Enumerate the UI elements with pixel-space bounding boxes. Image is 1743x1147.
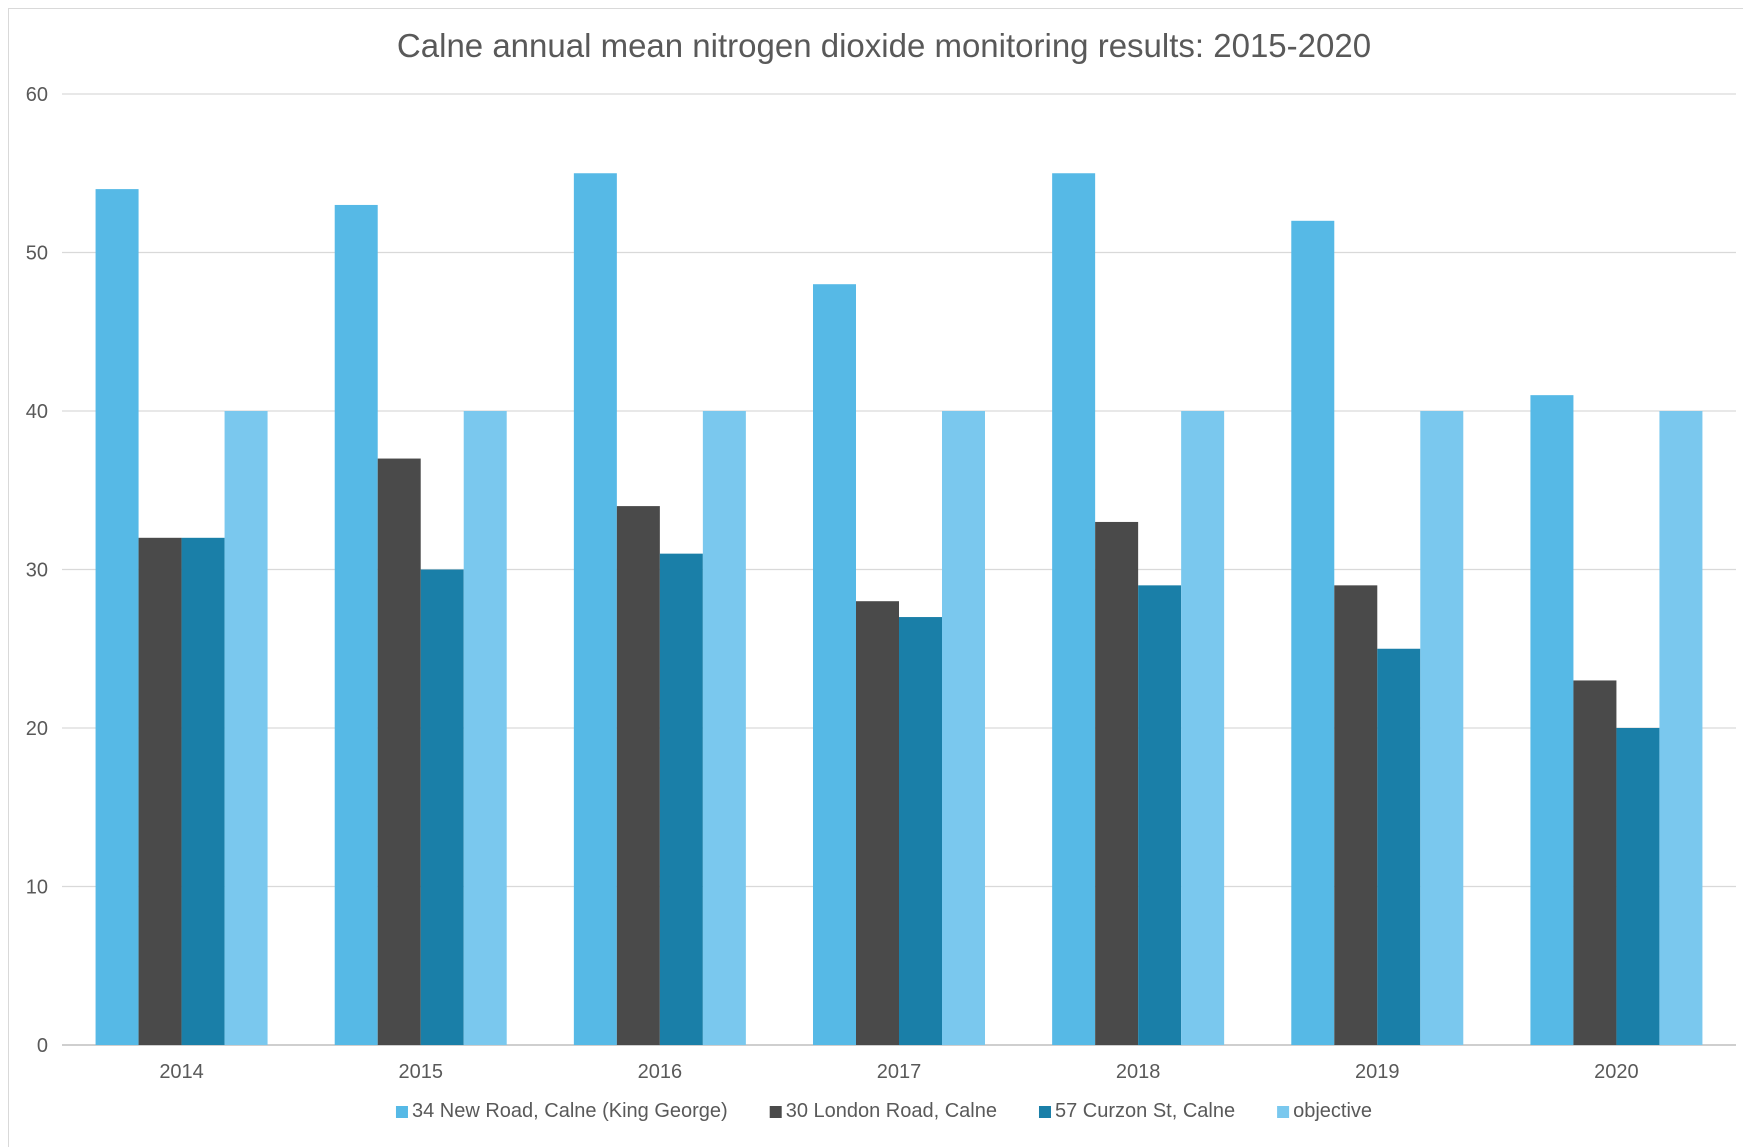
legend-swatch xyxy=(769,1106,782,1118)
bar-2015-series-3 xyxy=(420,569,464,1045)
bar-2017-series-1 xyxy=(813,284,856,1045)
x-tick-label: 2018 xyxy=(1116,1061,1161,1083)
bar-2019-series-3 xyxy=(1377,648,1421,1045)
bar-2016-series-1 xyxy=(573,173,617,1045)
bar-2019-series-4 xyxy=(1420,411,1464,1045)
x-tick-label: 2016 xyxy=(638,1061,683,1083)
legend-item: 57 Curzon St, Calne xyxy=(1038,1100,1235,1122)
legend-label: 57 Curzon St, Calne xyxy=(1055,1100,1235,1122)
x-tick-label: 2015 xyxy=(398,1061,443,1083)
chart-title: Calne annual mean nitrogen dioxide monit… xyxy=(397,27,1371,64)
y-tick-label: 20 xyxy=(26,718,48,740)
bar-2019-series-1 xyxy=(1291,220,1335,1046)
legend-swatch xyxy=(1038,1106,1051,1118)
legend: 34 New Road, Calne (King George) 30 Londo… xyxy=(395,1100,1372,1122)
x-tick-label: 2014 xyxy=(159,1061,204,1083)
bar-2014-series-4 xyxy=(224,411,268,1045)
bar-2016-series-2 xyxy=(616,506,660,1046)
y-tick-label: 10 xyxy=(26,877,48,899)
bar-2015-series-1 xyxy=(334,204,378,1045)
legend-item: objective xyxy=(1277,1100,1372,1122)
x-tick-label: 2017 xyxy=(877,1061,922,1083)
y-tick-label: 40 xyxy=(26,401,48,423)
bar-2014-series-1 xyxy=(95,189,139,1046)
x-tick-label: 2019 xyxy=(1355,1061,1400,1083)
y-tick-label: 30 xyxy=(26,560,48,582)
bar-2017-series-3 xyxy=(899,617,942,1045)
bar-2020-series-1 xyxy=(1530,395,1574,1045)
legend-item: 34 New Road, Calne (King George) xyxy=(395,1100,728,1122)
bar-2018-series-3 xyxy=(1138,585,1182,1045)
bar-2020-series-3 xyxy=(1616,728,1660,1045)
bar-2020-series-2 xyxy=(1573,680,1617,1045)
y-tick-label: 60 xyxy=(26,84,48,106)
bar-2016-series-4 xyxy=(702,411,746,1045)
bar-2015-series-4 xyxy=(463,411,507,1045)
legend-label: objective xyxy=(1293,1100,1372,1122)
bar-2016-series-3 xyxy=(659,553,703,1045)
bar-2017-series-2 xyxy=(856,601,899,1045)
bar-2014-series-3 xyxy=(181,537,225,1045)
x-axis-ticks: 2014 2015 2016 2017 2018 2019 2020 xyxy=(159,1061,1638,1083)
bar-2020-series-4 xyxy=(1659,411,1703,1045)
y-tick-label: 0 xyxy=(37,1035,48,1057)
bar-2017-series-4 xyxy=(942,411,985,1045)
bar-2018-series-2 xyxy=(1095,521,1139,1045)
x-tick-label: 2020 xyxy=(1594,1061,1639,1083)
legend-label: 34 New Road, Calne (King George) xyxy=(412,1100,728,1122)
bar-2019-series-2 xyxy=(1334,585,1378,1045)
legend-label: 30 London Road, Calne xyxy=(786,1100,997,1122)
legend-swatch xyxy=(1277,1106,1290,1118)
bar-2018-series-4 xyxy=(1181,411,1225,1045)
legend-swatch xyxy=(395,1106,408,1118)
legend-item: 30 London Road, Calne xyxy=(769,1100,997,1122)
y-tick-label: 50 xyxy=(26,243,48,265)
bars xyxy=(95,173,1703,1046)
bar-2015-series-2 xyxy=(377,458,421,1045)
bar-2014-series-2 xyxy=(138,537,182,1045)
bar-2018-series-1 xyxy=(1052,173,1096,1045)
y-axis-ticks: 0 10 20 30 40 50 60 xyxy=(26,84,48,1057)
